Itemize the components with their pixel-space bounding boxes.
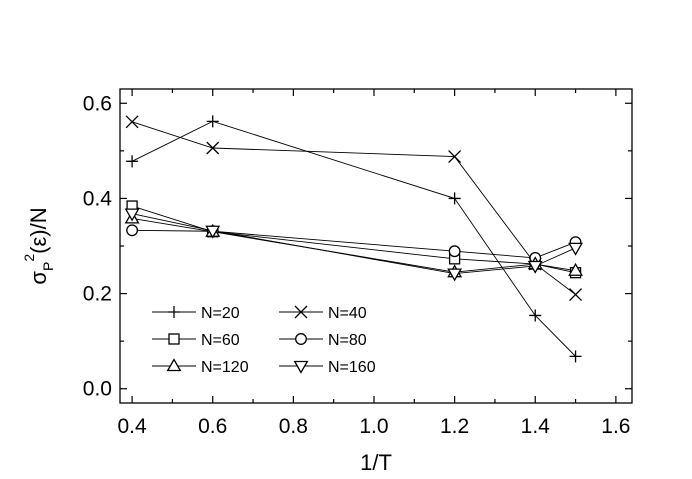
x-tick-label: 1.6	[601, 415, 630, 438]
series-line-N=160	[132, 213, 576, 275]
x-tick-label: 1.4	[521, 415, 551, 438]
legend-item: N=40	[279, 305, 367, 322]
data-point-N=40	[125, 115, 139, 129]
legend: N=20 N=40 N=60 N=80 N=120 N=160	[152, 305, 376, 376]
x-tick-labels: 0.4 0.6 0.8 1.0 1.2 1.4 1.6	[117, 415, 630, 438]
series-line-N=80	[132, 229, 576, 259]
data-point-N=20	[448, 192, 461, 205]
data-point-N=80	[126, 224, 139, 237]
x-tick-label: 0.4	[117, 415, 147, 438]
y-tick-label: 0.4	[83, 187, 113, 210]
y-tick-label: 0.0	[83, 378, 112, 401]
legend-item: N=60	[152, 332, 240, 349]
y-axis-title-superscript: 2	[21, 254, 37, 262]
x-tick-label: 0.8	[279, 415, 308, 438]
legend-marker	[293, 360, 309, 374]
y-axis-title-subscript: P	[40, 262, 56, 271]
data-point-N=20	[569, 350, 582, 363]
data-point-N=20	[206, 115, 219, 128]
y-tick-labels: 0.0 0.2 0.4 0.6	[83, 92, 113, 400]
legend-label: N=160	[328, 359, 376, 376]
y-tick-label: 0.6	[83, 92, 112, 115]
legend-label: N=80	[328, 332, 367, 349]
series-line-N=60	[131, 205, 576, 274]
data-point-N=160	[205, 225, 221, 239]
series-line-N=120	[132, 217, 576, 273]
legend-marker	[168, 333, 180, 345]
y-axis-title: σP2(ε)/N	[21, 207, 56, 284]
legend-item: N=80	[279, 332, 367, 349]
y-axis-title-base: σ	[26, 271, 51, 285]
legend-item: N=120	[152, 358, 249, 376]
data-point-N=40	[206, 141, 220, 155]
legend-marker	[295, 333, 307, 345]
data-point-N=20	[529, 309, 542, 322]
legend-marker	[294, 305, 308, 319]
x-axis-title: 1/T	[360, 450, 392, 475]
x-tick-label: 0.6	[198, 415, 227, 438]
data-point-N=160	[527, 260, 543, 274]
x-tick-label: 1.2	[440, 415, 469, 438]
legend-marker	[168, 306, 180, 318]
plot-frame	[119, 88, 633, 404]
tick-marks	[120, 89, 632, 403]
data-point-N=40	[448, 150, 462, 164]
data-point-N=120	[568, 262, 583, 276]
legend-item: N=20	[152, 305, 240, 322]
legend-label: N=20	[201, 305, 240, 322]
y-axis-title-rest: (ε)/N	[26, 207, 51, 253]
data-point-N=40	[569, 288, 583, 301]
legend-label: N=60	[201, 332, 240, 349]
data-point-N=80	[448, 245, 461, 258]
legend-label: N=120	[201, 359, 249, 376]
y-tick-label: 0.2	[83, 283, 112, 306]
data-point-N=160	[447, 268, 463, 282]
data-point-N=20	[126, 155, 139, 168]
series-markers	[124, 115, 583, 363]
data-point-N=160	[124, 208, 140, 222]
legend-label: N=40	[328, 305, 367, 322]
legend-marker	[166, 358, 182, 372]
x-tick-label: 1.0	[359, 415, 388, 438]
legend-item: N=160	[279, 359, 376, 376]
data-point-N=160	[568, 242, 583, 256]
